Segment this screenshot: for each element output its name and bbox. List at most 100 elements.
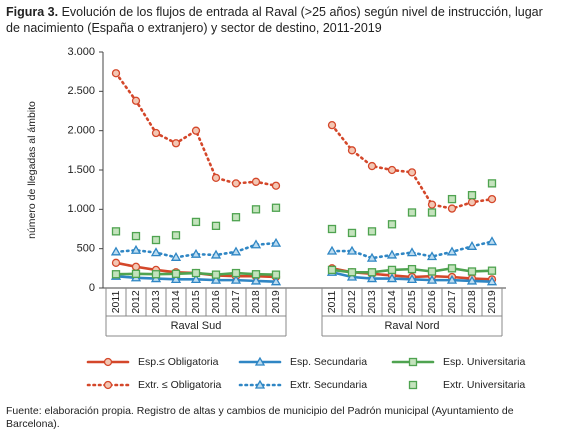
marker xyxy=(427,208,437,217)
y-tick-label: 0 xyxy=(89,282,95,294)
marker xyxy=(386,249,398,259)
x-tick-label: 2019 xyxy=(270,290,282,314)
marker xyxy=(427,200,437,209)
marker xyxy=(387,265,397,275)
legend-marker xyxy=(408,380,418,390)
marker xyxy=(131,262,141,271)
legend-label: Extr. ≤ Obligatoria xyxy=(138,379,222,391)
marker xyxy=(170,274,182,283)
marker xyxy=(211,221,221,231)
legend-marker xyxy=(103,380,113,390)
marker xyxy=(447,264,457,273)
legend-marker xyxy=(254,379,266,389)
marker xyxy=(486,236,498,246)
marker xyxy=(426,274,438,284)
x-tick-label: 2015 xyxy=(406,290,418,314)
marker xyxy=(211,173,221,183)
marker xyxy=(251,177,261,186)
marker xyxy=(326,245,338,255)
marker xyxy=(367,227,377,236)
marker xyxy=(171,269,181,278)
marker xyxy=(446,246,458,256)
marker xyxy=(407,208,417,217)
chart: número de llegadas al ámbito 0 500 1.000 1.… xyxy=(26,46,526,391)
title-block: Figura 3. Evolución de los flujos de ent… xyxy=(6,4,556,36)
marker xyxy=(191,268,201,278)
marker xyxy=(467,198,477,207)
x-tick-label: 2017 xyxy=(446,290,458,314)
marker xyxy=(347,228,357,238)
x-tick-label: 2018 xyxy=(466,290,478,314)
marker xyxy=(327,121,337,130)
marker xyxy=(250,275,262,285)
marker xyxy=(467,191,477,200)
marker xyxy=(151,235,161,245)
legend-label: Esp. Secundaria xyxy=(290,356,367,368)
y-axis-label: número de llegadas al ámbito xyxy=(26,101,38,239)
marker xyxy=(427,267,437,276)
marker xyxy=(131,269,141,278)
x-tick-label: 2015 xyxy=(190,290,202,314)
marker xyxy=(487,194,497,204)
x-tick-label: 2012 xyxy=(130,290,142,314)
marker xyxy=(231,179,241,188)
marker xyxy=(251,270,261,279)
y-tick-label: 500 xyxy=(77,243,95,255)
marker xyxy=(130,244,142,254)
marker xyxy=(271,203,281,212)
x-tick-label: 2016 xyxy=(210,290,222,314)
legend-label: Extr. Secundaria xyxy=(290,379,367,391)
marker xyxy=(270,237,282,247)
legend-label: Extr. Universitaria xyxy=(443,379,525,391)
marker xyxy=(387,220,397,229)
x-tick-label: 2013 xyxy=(366,290,378,314)
marker xyxy=(111,227,121,236)
marker xyxy=(327,265,337,275)
marker xyxy=(366,273,378,283)
marker xyxy=(271,270,281,279)
y-tick-label: 1.500 xyxy=(67,164,95,176)
marker xyxy=(387,165,397,175)
marker xyxy=(406,247,418,257)
x-tick-label: 2011 xyxy=(326,291,338,314)
marker xyxy=(210,249,222,259)
marker xyxy=(250,239,262,249)
y-tick-label: 3.000 xyxy=(67,46,95,58)
marker xyxy=(327,224,337,234)
marker xyxy=(190,248,202,258)
marker xyxy=(251,205,261,214)
marker xyxy=(170,252,182,261)
x-tick-label: 2011 xyxy=(110,291,122,314)
marker xyxy=(407,264,417,274)
x-tick-label: 2017 xyxy=(230,290,242,314)
marker xyxy=(466,275,478,285)
marker xyxy=(487,179,497,188)
marker xyxy=(171,139,181,148)
marker xyxy=(406,274,418,283)
x-tick-label: 2018 xyxy=(250,290,262,314)
marker xyxy=(171,231,181,240)
marker xyxy=(131,231,141,241)
marker xyxy=(467,267,477,276)
source-note: Fuente: elaboración propia. Registro de … xyxy=(6,405,514,430)
marker xyxy=(191,217,201,227)
marker xyxy=(446,274,458,284)
marker xyxy=(447,204,457,213)
legend-label: Esp. Universitaria xyxy=(443,356,525,368)
marker xyxy=(487,266,497,275)
marker xyxy=(111,258,121,267)
legend-marker xyxy=(103,357,113,367)
marker xyxy=(346,245,358,255)
marker xyxy=(407,168,417,177)
marker xyxy=(447,194,457,204)
marker xyxy=(191,126,201,135)
x-tick-label: 2012 xyxy=(346,290,358,314)
marker xyxy=(366,252,378,262)
marker xyxy=(367,161,377,171)
marker xyxy=(466,240,478,250)
x-tick-label: 2014 xyxy=(170,290,182,314)
marker xyxy=(230,246,242,256)
x-tick-label: 2014 xyxy=(386,290,398,314)
marker xyxy=(347,268,357,277)
